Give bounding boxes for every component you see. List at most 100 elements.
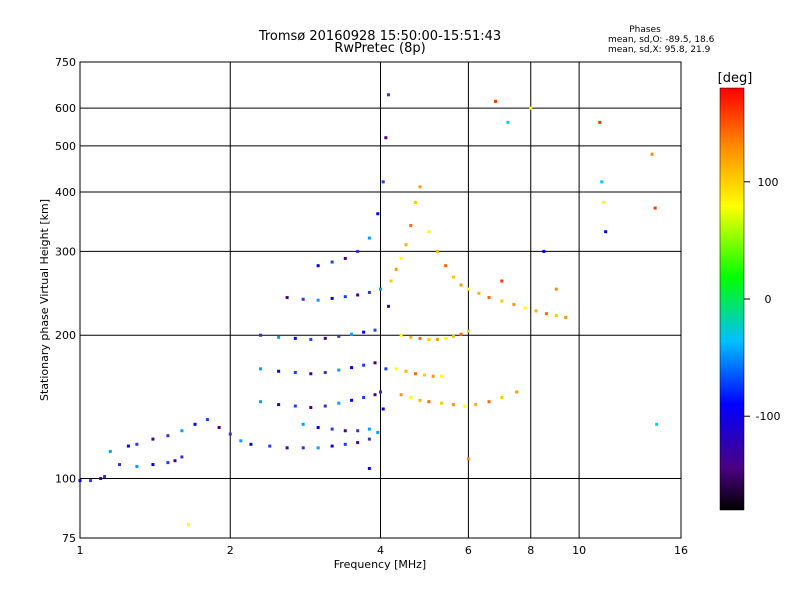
data-point-O [259,333,263,337]
data-point-X [404,243,408,247]
data-point-X [409,395,413,399]
data-point-O [108,449,112,453]
data-point-scattered [529,106,533,110]
data-point-O [239,439,243,443]
data-point-O [135,442,139,446]
data-point-X [451,275,455,279]
data-point-O [343,442,347,446]
y-tick-label: 100 [55,473,76,486]
data-point-scattered [187,523,191,527]
data-point-O [180,455,184,459]
data-point-O [356,441,360,445]
x-tick-label: 16 [674,544,688,557]
data-point-scattered [650,152,654,156]
data-point-O [277,335,281,339]
data-point-scattered [604,230,608,234]
data-point-O [330,296,334,300]
data-point-X [544,312,548,316]
data-point-O [373,393,377,397]
data-point-scattered [598,120,602,124]
data-point-O [277,369,281,373]
data-point-X [413,201,417,205]
phases-x-stats: mean, sd,X: 95.8, 21.9 [608,45,711,55]
phases-o-stats: mean, sd,O: -89.5, 18.6 [608,35,715,45]
data-point-X [440,374,444,378]
data-point-O [367,290,371,294]
chart-title-line2: RwPretec (8p) [334,41,425,56]
data-point-O [356,249,360,253]
data-point-O [356,429,360,433]
data-point-O [343,429,347,433]
data-point-O [293,336,297,340]
data-point-X [389,279,393,283]
data-point-O [316,264,320,268]
y-tick-label: 500 [55,140,76,153]
y-tick-label: 75 [62,532,76,545]
data-point-scattered [506,120,510,124]
data-point-O [173,459,177,463]
x-tick-label: 10 [572,544,586,557]
data-point-O [337,401,341,405]
data-point-X [399,256,403,260]
data-point-X [512,303,516,307]
data-point-O [135,464,139,468]
data-point-O [384,367,388,371]
data-point-O [180,429,184,433]
data-point-O [343,295,347,299]
data-point-O [285,296,289,300]
data-point-O [277,403,281,407]
data-point-X [487,296,491,300]
data-point-X [404,369,408,373]
data-point-O [293,371,297,375]
phases-header: Phases [629,25,661,35]
data-point-O [301,446,305,450]
data-point-X [427,337,431,341]
y-tick-label: 750 [55,56,76,69]
x-tick-label: 1 [77,544,84,557]
x-tick-label: 8 [527,544,534,557]
data-point-X [422,373,426,377]
data-point-O [367,437,371,441]
data-point-X [564,315,568,319]
data-point-O [343,256,347,260]
data-point-X [409,335,413,339]
data-point-X [435,249,439,253]
data-point-O [259,367,263,371]
data-point-O [350,332,354,336]
data-point-X [418,336,422,340]
data-point-X [473,403,477,407]
data-point-O [99,477,103,481]
data-point-O [316,425,320,429]
data-point-X [440,401,444,405]
x-axis-label: Frequency [MHz] [334,558,426,571]
data-point-O [166,461,170,465]
y-tick-label: 300 [55,245,76,258]
colorbar-ticks: 100 0 -100 [744,176,780,423]
data-point-O [301,297,305,301]
data-point-O [293,404,297,408]
data-point-O [362,395,366,399]
data-point-X [413,372,417,376]
data-point-X [515,390,519,394]
data-point-X [477,291,481,295]
data-point-O [362,330,366,334]
data-point-O [89,479,93,483]
data-point-O [386,304,390,308]
data-point-O [330,444,334,448]
data-point-X [554,314,558,318]
data-point-O [379,390,382,394]
y-tick-label: 400 [55,186,76,199]
data-point-X [394,267,398,271]
data-point-O [337,334,341,338]
grid-lines [80,62,681,538]
data-point-O [373,328,377,332]
data-point-scattered [500,279,504,283]
data-point-scattered [554,287,558,291]
data-point-O [166,434,170,438]
data-point-O [309,372,313,376]
data-point-O [367,427,371,431]
data-point-O [356,293,360,297]
data-point-scattered [542,249,546,253]
data-point-O [316,446,320,450]
data-point-O [337,368,341,372]
